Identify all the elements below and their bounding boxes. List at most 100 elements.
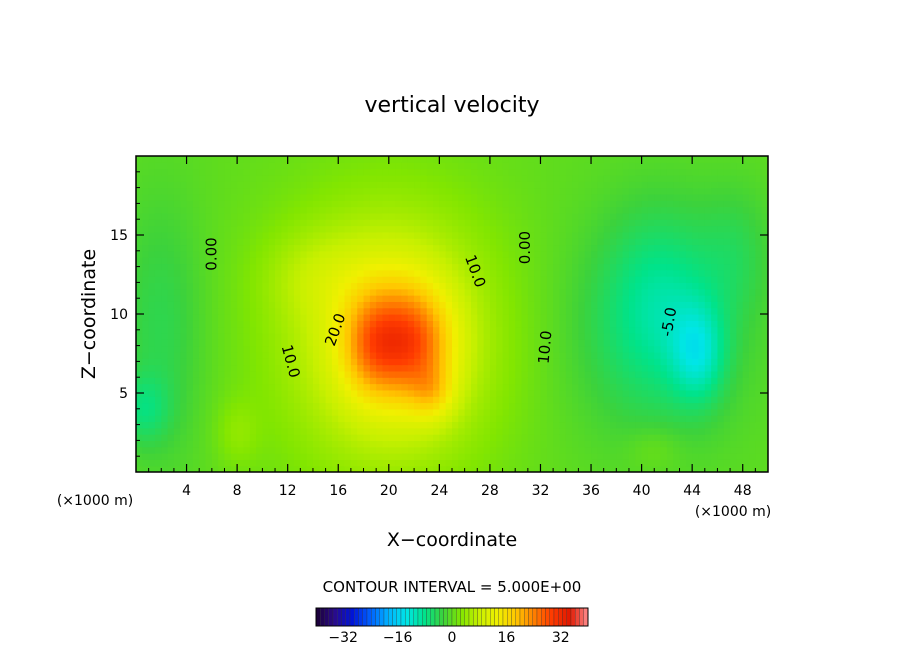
heatmap-cell <box>698 282 706 290</box>
heatmap-cell <box>610 307 617 315</box>
heatmap-cell <box>395 187 403 195</box>
heatmap-cell <box>553 421 561 429</box>
heatmap-cell <box>742 351 750 359</box>
heatmap-cell <box>742 225 750 233</box>
heatmap-cell <box>300 408 308 416</box>
heatmap-cell <box>628 263 636 271</box>
heatmap-cell <box>211 282 219 290</box>
heatmap-cell <box>730 276 737 283</box>
heatmap-cell <box>692 162 700 170</box>
heatmap-cell <box>698 415 706 423</box>
heatmap-cell <box>666 219 674 227</box>
heatmap-cell <box>199 269 207 277</box>
heatmap-cell <box>660 459 668 467</box>
heatmap-cell <box>357 421 365 429</box>
heatmap-cell <box>230 326 238 334</box>
heatmap-cell <box>635 295 643 302</box>
heatmap-cell <box>319 269 327 277</box>
heatmap-cell <box>698 212 706 220</box>
heatmap-cell <box>281 326 289 334</box>
heatmap-cell <box>350 307 358 315</box>
heatmap-cell <box>350 282 358 290</box>
heatmap-cell <box>376 282 384 290</box>
heatmap-cell <box>211 326 219 334</box>
heatmap-cell <box>622 269 630 277</box>
heatmap-cell <box>616 225 624 233</box>
heatmap-cell <box>711 156 719 163</box>
heatmap-cell <box>344 320 352 328</box>
heatmap-cell <box>369 383 377 391</box>
heatmap-cell <box>584 326 592 334</box>
heatmap-cell <box>647 263 655 271</box>
heatmap-cell <box>534 269 542 277</box>
heatmap-cell <box>230 339 238 347</box>
heatmap-cell <box>218 162 226 170</box>
heatmap-cell <box>464 415 472 423</box>
heatmap-cell <box>546 206 554 214</box>
heatmap-cell <box>154 257 162 265</box>
heatmap-cell <box>578 320 586 328</box>
heatmap-cell <box>439 276 447 283</box>
heatmap-cell <box>363 301 371 309</box>
heatmap-cell <box>275 231 282 239</box>
heatmap-cell <box>312 295 320 302</box>
heatmap-cell <box>470 231 478 239</box>
heatmap-cell <box>325 244 333 252</box>
heatmap-cell <box>281 231 289 239</box>
heatmap-cell <box>470 276 478 283</box>
heatmap-cell <box>692 168 700 176</box>
heatmap-cell <box>445 238 453 246</box>
heatmap-cell <box>597 453 605 460</box>
heatmap-cell <box>199 257 207 265</box>
heatmap-cell <box>496 193 504 201</box>
heatmap-cell <box>445 459 453 467</box>
heatmap-cell <box>730 181 737 189</box>
heatmap-cell <box>711 370 719 378</box>
heatmap-cell <box>300 295 308 302</box>
heatmap-cell <box>755 263 763 271</box>
heatmap-cell <box>407 168 415 176</box>
heatmap-cell <box>136 370 143 378</box>
heatmap-cell <box>464 156 472 163</box>
heatmap-cell <box>540 377 548 385</box>
heatmap-cell <box>534 181 542 189</box>
heatmap-cell <box>452 301 459 309</box>
heatmap-cell <box>142 446 150 454</box>
heatmap-cell <box>610 295 617 302</box>
heatmap-cell <box>565 307 573 315</box>
heatmap-cell <box>496 389 504 397</box>
heatmap-cell <box>546 332 554 340</box>
heatmap-cell <box>458 276 466 283</box>
heatmap-cell <box>136 219 143 227</box>
heatmap-cell <box>692 276 700 283</box>
heatmap-cell <box>647 320 655 328</box>
heatmap-cell <box>426 440 434 448</box>
heatmap-cell <box>749 421 756 429</box>
heatmap-cell <box>489 219 497 227</box>
heatmap-cell <box>711 225 719 233</box>
heatmap-cell <box>395 459 403 467</box>
heatmap-cell <box>496 269 504 277</box>
heatmap-cell <box>698 459 706 467</box>
heatmap-cell <box>338 225 346 233</box>
heatmap-cell <box>142 282 150 290</box>
heatmap-cell <box>357 434 365 441</box>
heatmap-cell <box>369 257 377 265</box>
heatmap-cell <box>338 257 346 265</box>
heatmap-cell <box>723 206 731 214</box>
heatmap-cell <box>363 402 371 410</box>
heatmap-cell <box>692 383 700 391</box>
heatmap-cell <box>458 332 466 340</box>
heatmap-cell <box>521 358 529 366</box>
heatmap-cell <box>357 156 365 163</box>
heatmap-cell <box>452 421 459 429</box>
heatmap-cell <box>692 206 700 214</box>
heatmap-cell <box>338 181 346 189</box>
heatmap-cell <box>641 377 649 385</box>
heatmap-cell <box>717 225 725 233</box>
heatmap-cell <box>483 427 491 435</box>
heatmap-cell <box>148 427 156 435</box>
heatmap-cell <box>597 389 605 397</box>
heatmap-cell <box>281 370 289 378</box>
heatmap-cell <box>565 156 573 163</box>
